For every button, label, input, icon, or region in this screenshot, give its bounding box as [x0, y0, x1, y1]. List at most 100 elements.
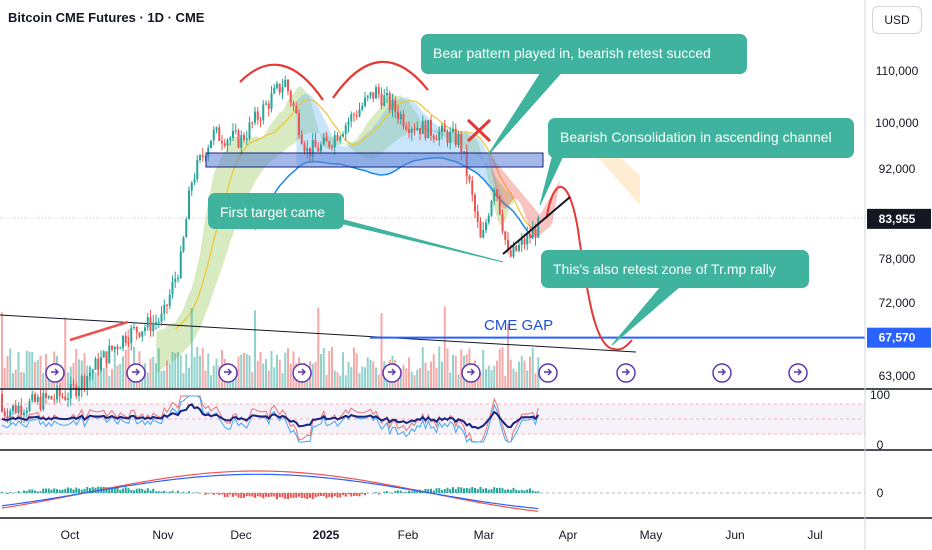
- macd-histogram-bar: [364, 493, 366, 496]
- volume-bar: [430, 361, 432, 388]
- volume-bar: [262, 363, 265, 388]
- macd-histogram-bar: [1, 492, 3, 493]
- macd-histogram-bar: [394, 490, 397, 493]
- candle-body: [174, 278, 177, 282]
- macd-histogram-bar: [485, 488, 487, 493]
- volume-bar: [31, 351, 34, 388]
- volume-bar: [443, 306, 446, 388]
- candle-body: [474, 195, 476, 212]
- candle-body: [102, 351, 105, 358]
- candle-body: [64, 396, 67, 400]
- candle-body: [512, 245, 515, 257]
- candle-body: [160, 313, 163, 322]
- last-price-label: 83,955: [879, 212, 916, 226]
- volume-bar: [311, 363, 314, 388]
- volume-bar: [14, 369, 17, 388]
- volume-bar: [42, 373, 45, 388]
- candle-body: [311, 140, 314, 157]
- volume-bar: [350, 367, 353, 388]
- macd-histogram-bar: [496, 487, 498, 493]
- macd-histogram-bar: [113, 488, 116, 493]
- volume-bar: [320, 353, 322, 388]
- volume-bar: [347, 361, 350, 388]
- volume-bar: [333, 370, 336, 388]
- candle-body: [383, 95, 386, 106]
- volume-bar: [452, 354, 454, 388]
- macd-histogram-bar: [446, 487, 449, 493]
- candle-body: [529, 233, 531, 238]
- candle-body: [402, 113, 405, 127]
- macd-histogram-bar: [83, 488, 86, 493]
- macd-histogram-bar: [245, 493, 248, 497]
- bear-cloud: [486, 150, 560, 237]
- candle-body: [276, 83, 278, 88]
- candle-body: [190, 182, 193, 191]
- projection-path: [545, 185, 633, 351]
- macd-histogram-bar: [232, 493, 234, 497]
- event-marker-icon: [712, 363, 732, 383]
- candle-body: [347, 121, 350, 126]
- candle-body: [58, 388, 61, 397]
- macd-histogram-bar: [17, 491, 20, 493]
- volume-bar: [113, 347, 116, 388]
- currency-selector[interactable]: USD: [872, 6, 922, 34]
- volume-bar: [438, 346, 441, 388]
- macd-histogram-bar: [454, 489, 457, 493]
- macd-histogram-bar: [138, 488, 141, 493]
- candle-body: [457, 133, 460, 145]
- candle-body: [372, 92, 375, 99]
- volume-bar: [504, 375, 507, 388]
- candle-body: [23, 412, 25, 415]
- macd-histogram-bar: [457, 486, 460, 493]
- candle-body: [520, 238, 523, 245]
- event-marker-arrow-icon: [467, 368, 475, 376]
- rsi-line: [1, 403, 540, 430]
- volume-bar: [75, 348, 78, 388]
- volume-bar: [342, 352, 344, 388]
- macd-histogram-bar: [328, 493, 331, 497]
- macd-histogram-bar: [424, 488, 427, 493]
- volume-bar: [25, 350, 28, 388]
- candle-body: [25, 410, 28, 413]
- volume-bar: [336, 372, 339, 388]
- macd-histogram-bar: [265, 493, 267, 497]
- retest-pointer: [611, 287, 680, 346]
- macd-histogram-bar: [50, 489, 53, 493]
- volume-bar: [267, 370, 270, 388]
- volume-bar: [375, 367, 377, 388]
- candle-body: [534, 228, 537, 238]
- candle-body: [416, 128, 419, 131]
- candle-body: [97, 358, 100, 371]
- candle-body: [149, 317, 152, 332]
- macd-histogram-bar: [182, 491, 185, 493]
- event-marker-arrow-icon: [622, 368, 630, 376]
- macd-tick-label: 0: [877, 486, 884, 500]
- candle-body: [171, 281, 174, 295]
- candle-body: [452, 128, 454, 132]
- macd-histogram-bar: [177, 490, 179, 493]
- candles: [1, 75, 540, 425]
- candle-body: [201, 155, 204, 157]
- macd-histogram-bar: [157, 491, 160, 493]
- volume-bar: [339, 375, 342, 388]
- volume-bar: [520, 356, 523, 388]
- candle-body: [427, 120, 430, 139]
- macd-histogram-bar: [196, 492, 199, 493]
- volume-bar: [163, 370, 166, 388]
- volume-bar: [188, 367, 190, 388]
- candle-body: [193, 179, 196, 183]
- candle-body: [482, 229, 485, 238]
- macd-histogram-bar: [295, 493, 298, 498]
- macd-histogram-bar: [67, 487, 69, 493]
- candle-body: [284, 79, 287, 88]
- macd-histogram-bar: [91, 487, 94, 493]
- volume-bar: [256, 360, 259, 388]
- candle-body: [218, 127, 221, 141]
- macd-histogram-bar: [188, 491, 190, 493]
- candle-body: [306, 147, 309, 152]
- volume-bar: [248, 355, 251, 388]
- macd-histogram-bar: [529, 488, 531, 493]
- macd-histogram-bar: [23, 490, 25, 493]
- macd-histogram-bar: [498, 487, 501, 493]
- macd-histogram-bar: [388, 492, 391, 493]
